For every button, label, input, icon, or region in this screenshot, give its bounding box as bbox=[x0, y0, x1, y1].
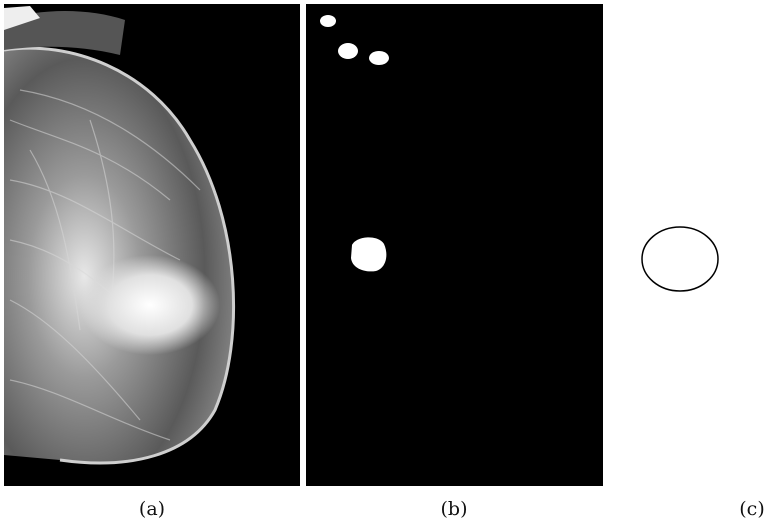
figure: (a) (b) (c) bbox=[0, 0, 769, 526]
mask-blob bbox=[351, 237, 386, 271]
mammogram-panel bbox=[4, 4, 300, 486]
panel-label: (a) bbox=[139, 498, 165, 520]
panel-label: (b) bbox=[441, 498, 468, 520]
page: (a) (b) (c) (() => { const data = JSON.p… bbox=[0, 0, 769, 526]
dense-mass bbox=[80, 255, 220, 355]
mask-panel bbox=[306, 4, 603, 486]
panel-label: (c) bbox=[739, 498, 764, 520]
ellipse-outline bbox=[642, 227, 718, 291]
background bbox=[306, 4, 603, 486]
mask-blob bbox=[369, 51, 389, 65]
mask-blob bbox=[338, 43, 358, 59]
mask-blob bbox=[320, 15, 336, 27]
